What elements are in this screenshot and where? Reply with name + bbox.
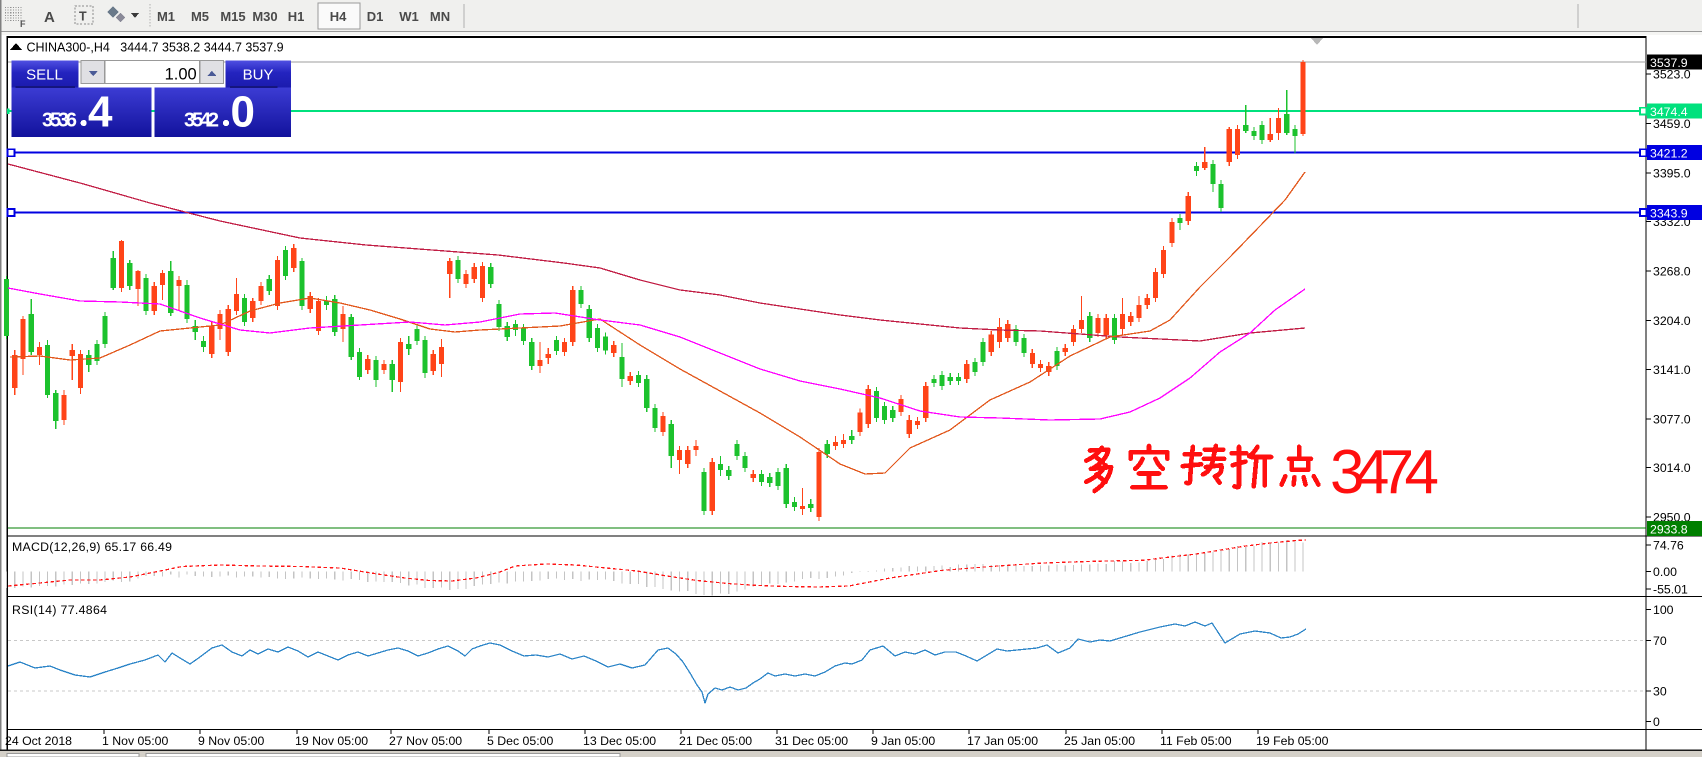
svg-text:SELL: SELL — [26, 66, 63, 83]
svg-text:3268.0: 3268.0 — [1653, 265, 1691, 279]
svg-text:MACD(12,26,9) 65.17 66.49: MACD(12,26,9) 65.17 66.49 — [12, 540, 172, 554]
svg-text:3536: 3536 — [42, 110, 77, 132]
svg-text:21 Dec 05:00: 21 Dec 05:00 — [679, 734, 752, 748]
svg-text:3014.0: 3014.0 — [1653, 461, 1691, 475]
svg-text:70: 70 — [1653, 634, 1667, 648]
svg-text:3077.0: 3077.0 — [1653, 413, 1691, 427]
svg-text:3395.0: 3395.0 — [1653, 167, 1691, 181]
svg-text:MN: MN — [430, 9, 450, 24]
svg-text:0: 0 — [1653, 715, 1660, 729]
svg-text:9 Nov 05:00: 9 Nov 05:00 — [198, 734, 264, 748]
svg-text:M5: M5 — [191, 9, 209, 24]
svg-text:3343.9: 3343.9 — [1650, 206, 1688, 220]
svg-text:3421.2: 3421.2 — [1650, 147, 1688, 161]
svg-text:30: 30 — [1653, 685, 1667, 699]
svg-text:0: 0 — [231, 88, 255, 137]
svg-text:F: F — [20, 19, 26, 29]
svg-text:5 Dec 05:00: 5 Dec 05:00 — [487, 734, 553, 748]
svg-text:3474: 3474 — [1330, 438, 1439, 507]
svg-text:3459.0: 3459.0 — [1653, 117, 1691, 131]
svg-text:A: A — [44, 9, 55, 26]
svg-text:M15: M15 — [220, 9, 245, 24]
svg-text:3523.0: 3523.0 — [1653, 68, 1691, 82]
svg-text:1.00: 1.00 — [165, 65, 197, 83]
svg-text:2933.8: 2933.8 — [1650, 522, 1688, 536]
svg-text:100: 100 — [1653, 603, 1674, 617]
svg-text:H1: H1 — [288, 9, 305, 24]
svg-text:24 Oct 2018: 24 Oct 2018 — [5, 734, 72, 748]
svg-text:25 Jan 05:00: 25 Jan 05:00 — [1064, 734, 1135, 748]
svg-text:D1: D1 — [367, 9, 384, 24]
svg-text:0.00: 0.00 — [1653, 565, 1677, 579]
svg-text:9 Jan 05:00: 9 Jan 05:00 — [871, 734, 935, 748]
svg-text:3474.4: 3474.4 — [1650, 105, 1688, 119]
svg-text:M30: M30 — [252, 9, 277, 24]
svg-text:3141.0: 3141.0 — [1653, 363, 1691, 377]
svg-text:27 Nov 05:00: 27 Nov 05:00 — [389, 734, 462, 748]
svg-text:H4: H4 — [330, 9, 347, 24]
svg-text:-55.01: -55.01 — [1653, 583, 1688, 597]
svg-text:74.76: 74.76 — [1653, 539, 1684, 553]
svg-text:13 Dec 05:00: 13 Dec 05:00 — [583, 734, 656, 748]
svg-text:BUY: BUY — [243, 66, 274, 83]
svg-text:11 Feb 05:00: 11 Feb 05:00 — [1160, 734, 1232, 748]
svg-text:CHINA300-,H4 3444.7 3538.2 3: CHINA300-,H4 3444.7 3538.2 3444.7 3537.9 — [27, 41, 284, 55]
svg-text:19 Nov 05:00: 19 Nov 05:00 — [295, 734, 368, 748]
svg-text:4: 4 — [88, 88, 113, 137]
svg-text:RSI(14) 77.4864: RSI(14) 77.4864 — [12, 603, 107, 617]
svg-text:M1: M1 — [157, 9, 175, 24]
svg-text:19 Feb 05:00: 19 Feb 05:00 — [1256, 734, 1329, 748]
svg-text:3204.0: 3204.0 — [1653, 314, 1691, 328]
svg-text:1 Nov 05:00: 1 Nov 05:00 — [102, 734, 168, 748]
svg-text:T: T — [79, 10, 87, 24]
svg-text:3542: 3542 — [184, 110, 219, 132]
svg-text:31 Dec 05:00: 31 Dec 05:00 — [775, 734, 848, 748]
svg-text:17 Jan 05:00: 17 Jan 05:00 — [967, 734, 1038, 748]
svg-text:3537.9: 3537.9 — [1650, 56, 1688, 70]
svg-text:W1: W1 — [399, 9, 419, 24]
